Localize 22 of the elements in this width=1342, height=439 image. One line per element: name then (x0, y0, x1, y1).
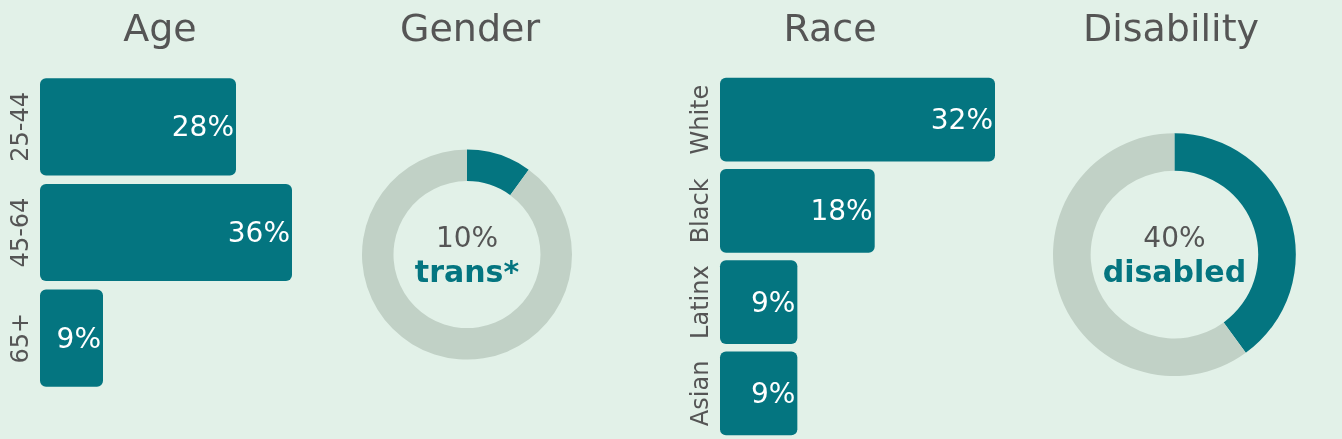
chart-title: Race (783, 6, 877, 50)
data-label: 32% (930, 103, 993, 137)
chart-title: Age (123, 6, 197, 50)
y-tick-label: 25-44 (6, 91, 34, 162)
y-tick-label: Black (686, 178, 714, 244)
data-label: 40% (1143, 221, 1206, 255)
data-label: 10% (435, 221, 499, 255)
data-label: 9% (750, 376, 796, 410)
slice-label: disabled (1102, 254, 1247, 290)
slice-label: trans* (414, 254, 520, 290)
data-label: 36% (227, 216, 290, 249)
chart-title: Gender (399, 6, 541, 50)
y-tick-label: Latinx (686, 265, 714, 339)
y-tick-label: Asian (686, 360, 714, 427)
data-label: 28% (171, 110, 234, 144)
data-label: 18% (810, 194, 873, 228)
chart-title: Disability (1082, 6, 1260, 50)
y-tick-label: 65+ (6, 312, 34, 364)
data-label: 9% (750, 285, 796, 319)
y-tick-label: 45-64 (6, 197, 34, 268)
y-tick-label: White (686, 84, 714, 155)
data-label: 9% (56, 321, 101, 355)
